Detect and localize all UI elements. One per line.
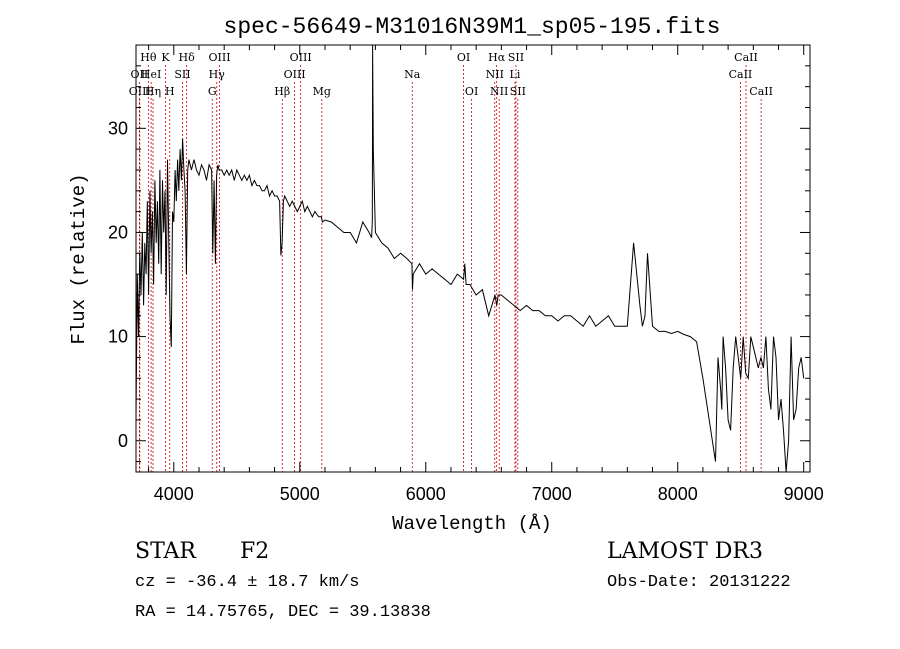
- line-label-14: OIII: [284, 68, 306, 81]
- line-label-9: OIII: [208, 51, 230, 64]
- chart-title: spec-56649-M31016N39M1_sp05-195.fits: [224, 14, 721, 40]
- line-label-3: HeI: [141, 68, 161, 81]
- line-label-1: OII: [131, 68, 149, 81]
- line-label-19: Hα: [488, 51, 506, 64]
- line-label-18: OI: [465, 85, 478, 98]
- plot-frame: [135, 44, 811, 473]
- y-tick-label-2: 20: [108, 222, 128, 242]
- observation-date: Obs-Date: 20131222: [607, 573, 791, 592]
- line-label-23: Li: [510, 68, 521, 81]
- line-label-0: Hθ: [140, 51, 157, 64]
- x-tick-label-1: 5000: [280, 484, 320, 504]
- y-tick-label-1: 10: [108, 327, 128, 347]
- line-label-24: SII: [510, 85, 526, 98]
- line-label-6: H: [165, 85, 175, 98]
- y-tick-label-0: 0: [118, 431, 128, 451]
- line-label-10: Hγ: [209, 68, 226, 81]
- x-tick-label-0: 4000: [154, 484, 194, 504]
- spectrum-line: [135, 44, 805, 473]
- line-label-16: Na: [404, 68, 421, 81]
- x-axis-label: Wavelength (Å): [392, 513, 552, 535]
- line-label-8: Hδ: [179, 51, 196, 64]
- x-tick-label-5: 9000: [784, 484, 824, 504]
- y-tick-label-3: 30: [108, 118, 128, 138]
- line-label-27: CaII: [749, 85, 773, 98]
- x-tick-label-2: 6000: [406, 484, 446, 504]
- object-class: STAR: [135, 539, 196, 564]
- x-tick-label-3: 7000: [532, 484, 572, 504]
- line-label-13: OIII: [290, 51, 312, 64]
- sky-coordinates: RA = 14.75765, DEC = 39.13838: [135, 603, 431, 622]
- line-label-2: OIII: [129, 85, 151, 98]
- line-label-26: CaII: [729, 68, 753, 81]
- radial-velocity: cz = -36.4 ± 18.7 km/s: [135, 573, 360, 592]
- emission-line-markers: [139, 65, 762, 472]
- line-label-12: Hβ: [274, 85, 290, 98]
- line-label-11: G: [208, 85, 217, 98]
- line-label-21: NII: [490, 85, 508, 98]
- line-label-4: Hη: [145, 85, 161, 98]
- line-label-17: OI: [457, 51, 470, 64]
- y-axis: 0 10 20 30: [108, 65, 810, 463]
- line-label-25: CaII: [734, 51, 758, 64]
- y-axis-label: Flux (relative): [68, 173, 90, 344]
- x-tick-label-4: 8000: [658, 484, 698, 504]
- line-label-22: SII: [508, 51, 524, 64]
- line-label-15: Mg: [313, 85, 331, 98]
- line-label-5: K: [161, 51, 170, 64]
- x-axis: 4000 5000 6000 7000 8000 9000: [148, 45, 824, 504]
- spectral-subclass: F2: [240, 539, 270, 564]
- line-label-20: NII: [486, 68, 504, 81]
- emission-line-labels: Hθ OII OIII HeI Hη K H SII Hδ OIII Hγ G Hβ OIII OIII Mg…: [129, 51, 773, 98]
- line-label-7: SII: [174, 68, 190, 81]
- survey-name: LAMOST DR3: [607, 539, 763, 564]
